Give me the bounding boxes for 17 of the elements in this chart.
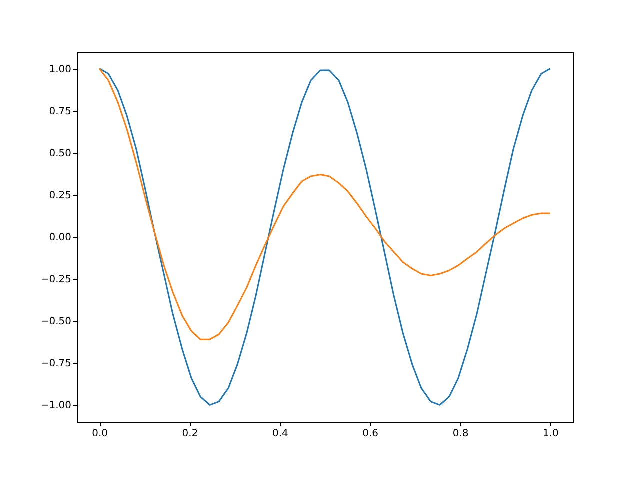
x-tick-label: 0.4 bbox=[272, 428, 288, 440]
y-tick-label: −0.25 bbox=[40, 274, 72, 286]
y-tick-label: −1.00 bbox=[40, 400, 72, 412]
y-tick-label: 1.00 bbox=[49, 64, 72, 76]
x-tick-label: 0.0 bbox=[92, 428, 108, 440]
y-tick-label: 0.50 bbox=[49, 148, 72, 160]
line-series bbox=[98, 68, 552, 340]
y-tick-label: 0.00 bbox=[49, 232, 72, 244]
x-tick-label: 1.0 bbox=[543, 428, 559, 440]
y-tick-label: −0.75 bbox=[40, 358, 72, 370]
y-tick-label: 0.25 bbox=[49, 190, 72, 202]
x-tick-label: 0.8 bbox=[452, 428, 469, 440]
x-tick-label: 0.6 bbox=[362, 428, 379, 440]
y-tick-label: 0.75 bbox=[49, 106, 72, 118]
line-series bbox=[98, 68, 552, 406]
y-tick-label: −0.50 bbox=[40, 316, 72, 328]
x-tick-label: 0.2 bbox=[182, 428, 198, 440]
